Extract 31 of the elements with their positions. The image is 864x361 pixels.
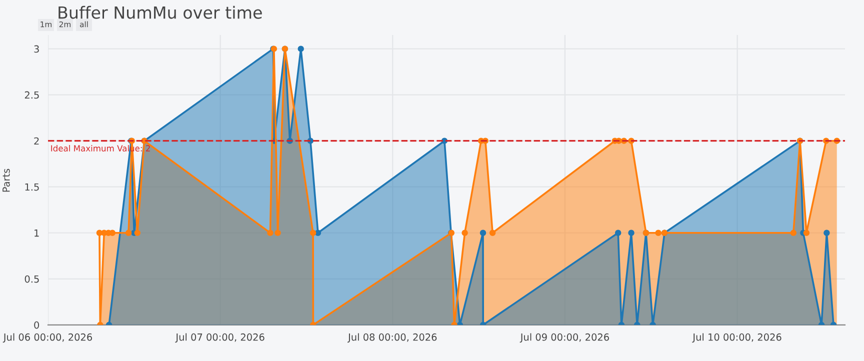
point bbox=[134, 230, 141, 236]
y-tick-label: 2.5 bbox=[24, 91, 39, 99]
point bbox=[824, 230, 830, 236]
x-tick-label: Jul 10 00:00, 2026 bbox=[692, 333, 782, 343]
point bbox=[109, 230, 116, 236]
y-tick-label: 0 bbox=[34, 321, 40, 329]
point bbox=[274, 230, 281, 236]
point bbox=[489, 230, 496, 236]
chart-title: Buffer NumMu over time bbox=[58, 6, 262, 19]
point bbox=[298, 46, 304, 52]
point bbox=[790, 230, 797, 236]
x-tick-label: Jul 06 00:00, 2026 bbox=[2, 333, 92, 343]
y-tick-label: 2 bbox=[34, 137, 39, 145]
point bbox=[267, 230, 274, 236]
y-tick-label: 0.5 bbox=[24, 275, 39, 283]
point bbox=[614, 230, 622, 236]
y-tick-label: 1.5 bbox=[25, 183, 39, 191]
point bbox=[480, 230, 486, 236]
y-tick-label: 1 bbox=[34, 229, 39, 237]
point bbox=[125, 230, 132, 236]
x-tick-label: Jul 07 00:00, 2026 bbox=[175, 333, 264, 343]
point bbox=[314, 230, 322, 236]
y-axis-title: Parts bbox=[2, 168, 10, 192]
x-tick-label: Jul 08 00:00, 2026 bbox=[348, 333, 437, 343]
point bbox=[462, 230, 468, 236]
y-tick-label: 3 bbox=[34, 45, 39, 53]
point bbox=[628, 230, 634, 236]
point bbox=[655, 230, 662, 236]
point bbox=[310, 230, 316, 236]
x-tick-label: Jul 09 00:00, 2026 bbox=[520, 333, 609, 343]
point bbox=[803, 230, 810, 236]
